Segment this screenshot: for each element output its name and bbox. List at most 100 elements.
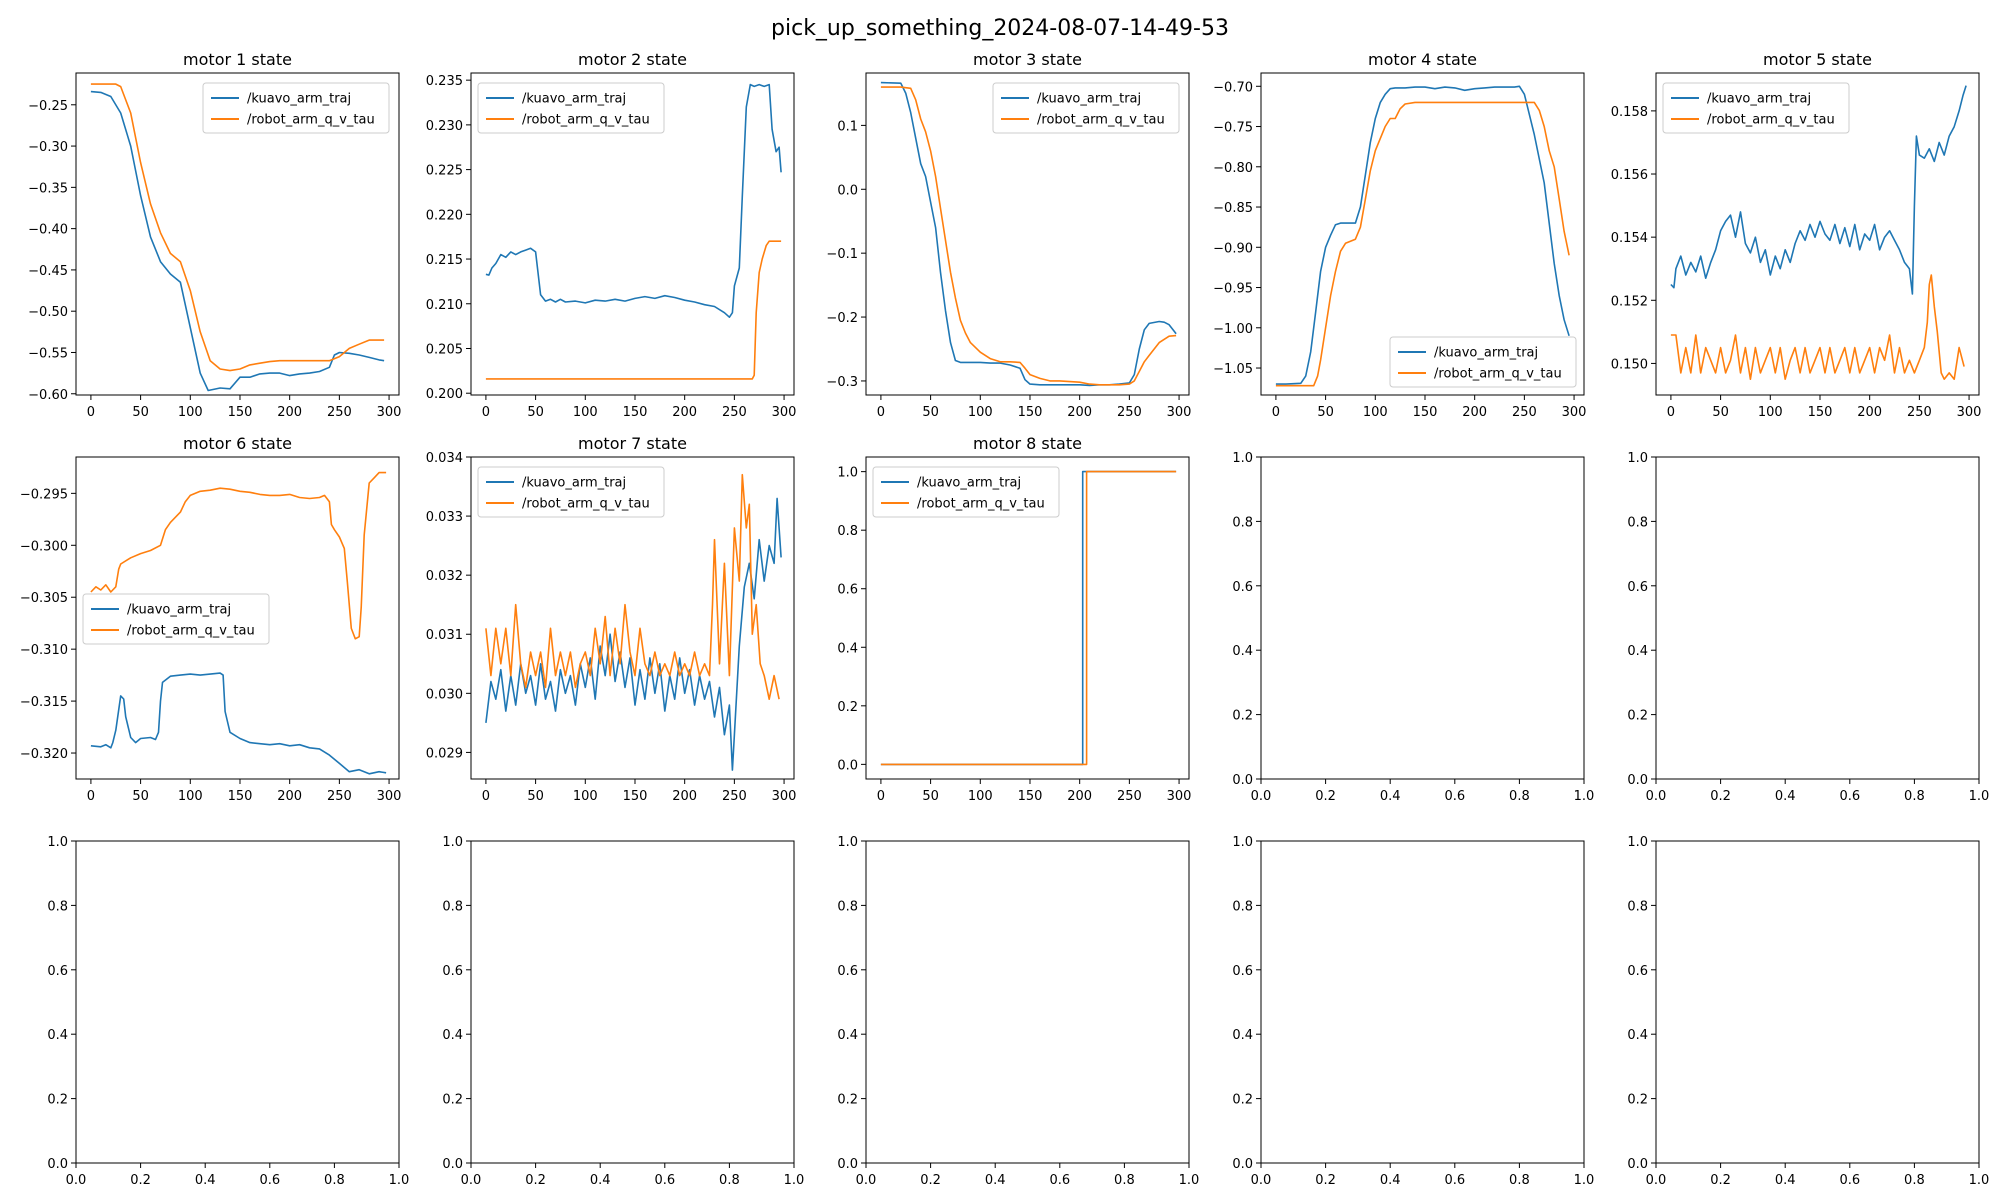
subplot-11: 0.0 0.2 0.4 0.6 0.8 1.0 0.0 0.2 0.4 0.6 0.8 1.0 (47, 835, 409, 1188)
axes-frame (1655, 72, 1980, 396)
y-tick-label: 0.0 (1232, 773, 1253, 788)
y-tick-label: 1.0 (1232, 835, 1253, 850)
legend-label: /robot_arm_q_v_tau (1037, 113, 1165, 128)
subplot-14: 0.0 0.2 0.4 0.6 0.8 1.0 0.0 0.2 0.4 0.6 0.8 1.0 (1232, 835, 1594, 1188)
axes-frame (1260, 72, 1585, 396)
x-tick-label: 150 (623, 405, 648, 420)
x-tick-label: 300 (377, 405, 402, 420)
x-tick-label: 100 (573, 405, 598, 420)
x-tick-label: 200 (277, 789, 302, 804)
legend-label: /kuavo_arm_traj (522, 476, 626, 491)
y-tick-label: 0.2 (442, 1093, 463, 1108)
x-tick-label: 1.0 (784, 1173, 805, 1188)
legend: /kuavo_arm_traj/robot_arm_q_v_tau (1662, 82, 1850, 134)
x-tick-label: 50 (527, 405, 544, 420)
subplot-8: 0 50 100 150 200 250 300 0.0 0.2 0.4 0.6 0.8 1.0 moto… (837, 434, 1191, 804)
y-tick-label: 0.4 (47, 1028, 68, 1043)
y-tick-label: −0.95 (1213, 282, 1253, 297)
legend: /kuavo_arm_traj/robot_arm_q_v_tau (477, 82, 665, 134)
axes-frame (75, 72, 400, 396)
legend-label: /kuavo_arm_traj (1037, 92, 1141, 107)
subplot-12: 0.0 0.2 0.4 0.6 0.8 1.0 0.0 0.2 0.4 0.6 0.8 1.0 (442, 835, 804, 1188)
x-tick-label: 0.2 (1710, 1173, 1731, 1188)
x-tick-label: 0.2 (920, 1173, 941, 1188)
subplot-6: 0 50 100 150 200 250 300 −0.295 −0.300 −0.305 −0.3… (20, 434, 402, 804)
subplot-title: motor 4 state (1368, 50, 1477, 69)
y-tick-label: 0.225 (426, 164, 463, 179)
legend-box (202, 82, 390, 134)
series-line (1275, 85, 1570, 385)
y-tick-label: −0.80 (1213, 161, 1253, 176)
subplot-9: 0.0 0.2 0.4 0.6 0.8 1.0 0.0 0.2 0.4 0.6 0.8 1.0 (1232, 451, 1594, 804)
legend: /kuavo_arm_traj/robot_arm_q_v_tau (992, 82, 1180, 134)
y-tick-label: −0.50 (28, 305, 68, 320)
x-tick-label: 150 (1413, 405, 1438, 420)
subplot-4: 0 50 100 150 200 250 300 −0.70 −0.75 −0.80 −0.85 −0… (1213, 50, 1586, 420)
y-tick-label: 0.034 (426, 451, 463, 466)
y-tick-label: 0.235 (426, 74, 463, 89)
y-tick-label: 0.4 (837, 641, 858, 656)
y-tick-label: 0.156 (1611, 168, 1648, 183)
y-tick-label: 0.6 (1627, 964, 1648, 979)
subplot-10: 0.0 0.2 0.4 0.6 0.8 1.0 0.0 0.2 0.4 0.6 0.8 1.0 (1627, 451, 1989, 804)
y-tick-label: 0.4 (1627, 1028, 1648, 1043)
x-tick-label: 0 (87, 789, 95, 804)
y-tick-label: −0.75 (1213, 121, 1253, 136)
y-tick-label: 0.0 (442, 1157, 463, 1172)
x-tick-label: 0.6 (1839, 1173, 1860, 1188)
x-tick-label: 0.8 (324, 1173, 345, 1188)
y-tick-label: 0.8 (1232, 899, 1253, 914)
y-tick-label: 0.6 (837, 583, 858, 598)
y-tick-label: 0.8 (837, 899, 858, 914)
axes-frame (865, 840, 1190, 1164)
x-tick-label: 0.0 (1646, 1173, 1667, 1188)
x-tick-label: 0.6 (1049, 1173, 1070, 1188)
subplot-5: 0 50 100 150 200 250 300 0.150 0.152 0.154 0.156 0.… (1611, 50, 1982, 420)
y-tick-label: 0.8 (1232, 515, 1253, 530)
series-line (90, 471, 387, 640)
x-tick-label: 150 (228, 405, 253, 420)
axes-frame (75, 840, 400, 1164)
y-tick-label: −0.40 (28, 223, 68, 238)
x-tick-label: 1.0 (1574, 1173, 1595, 1188)
y-tick-label: 0.150 (1611, 357, 1648, 372)
x-tick-label: 0.0 (1251, 1173, 1272, 1188)
axes-frame (865, 456, 1190, 780)
y-tick-label: 0.6 (1627, 580, 1648, 595)
subplot-title: motor 1 state (183, 50, 292, 69)
y-tick-label: 0.0 (1627, 773, 1648, 788)
x-tick-label: 100 (968, 405, 993, 420)
y-tick-label: 0.6 (1232, 580, 1253, 595)
y-tick-label: 0.205 (426, 342, 463, 357)
series-line (90, 672, 387, 775)
x-tick-label: 0.8 (1509, 789, 1530, 804)
series-line (880, 86, 1177, 386)
x-tick-label: 0.4 (1380, 1173, 1401, 1188)
legend-box (1662, 82, 1850, 134)
figure-title: pick_up_something_2024-08-07-14-49-53 (771, 16, 1229, 41)
y-tick-label: −0.35 (28, 181, 68, 196)
x-tick-label: 0.2 (1315, 1173, 1336, 1188)
axes-frame (1655, 840, 1980, 1164)
x-tick-label: 0.8 (719, 1173, 740, 1188)
series-line (485, 473, 780, 701)
x-tick-label: 0.4 (1380, 789, 1401, 804)
y-tick-label: −0.55 (28, 346, 68, 361)
x-tick-label: 200 (1857, 405, 1882, 420)
x-tick-label: 150 (623, 789, 648, 804)
series-line (90, 90, 385, 392)
x-tick-label: 300 (1562, 405, 1587, 420)
y-tick-label: 0.8 (47, 899, 68, 914)
x-tick-label: 0.6 (259, 1173, 280, 1188)
y-tick-label: 0.4 (1232, 644, 1253, 659)
y-tick-label: 0.230 (426, 119, 463, 134)
y-tick-label: 0.4 (1232, 1028, 1253, 1043)
subplot-title: motor 2 state (578, 50, 687, 69)
y-tick-label: 0.2 (1627, 1093, 1648, 1108)
legend: /kuavo_arm_traj/robot_arm_q_v_tau (477, 466, 665, 518)
legend-label: /robot_arm_q_v_tau (917, 497, 1045, 512)
y-tick-label: 1.0 (1627, 451, 1648, 466)
legend-box (992, 82, 1180, 134)
x-tick-label: 250 (1117, 789, 1142, 804)
